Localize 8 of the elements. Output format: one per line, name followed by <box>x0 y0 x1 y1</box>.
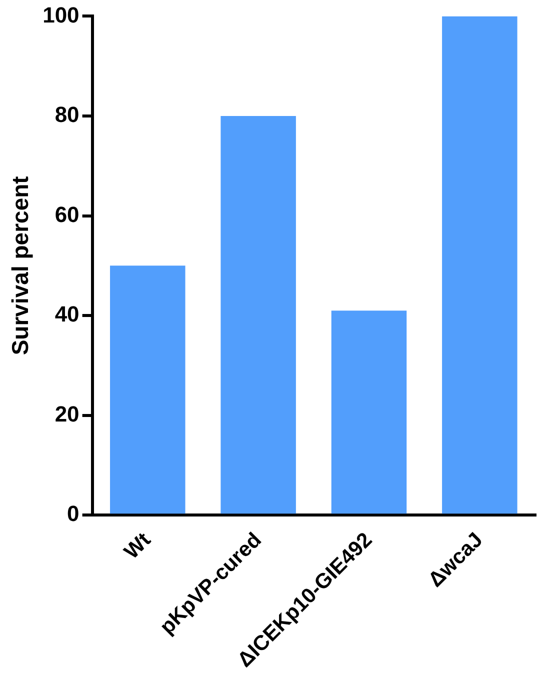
y-tick-label: 20 <box>54 401 80 426</box>
x-tick-label: Wt <box>120 528 156 564</box>
y-axis-title: Survival percent <box>7 176 34 356</box>
y-tick-label: 0 <box>67 501 80 526</box>
y-tick-label: 100 <box>42 2 80 28</box>
y-tick-label: 80 <box>54 102 80 128</box>
y-tick-label: 60 <box>54 202 80 227</box>
y-tick-label: 40 <box>54 302 80 327</box>
